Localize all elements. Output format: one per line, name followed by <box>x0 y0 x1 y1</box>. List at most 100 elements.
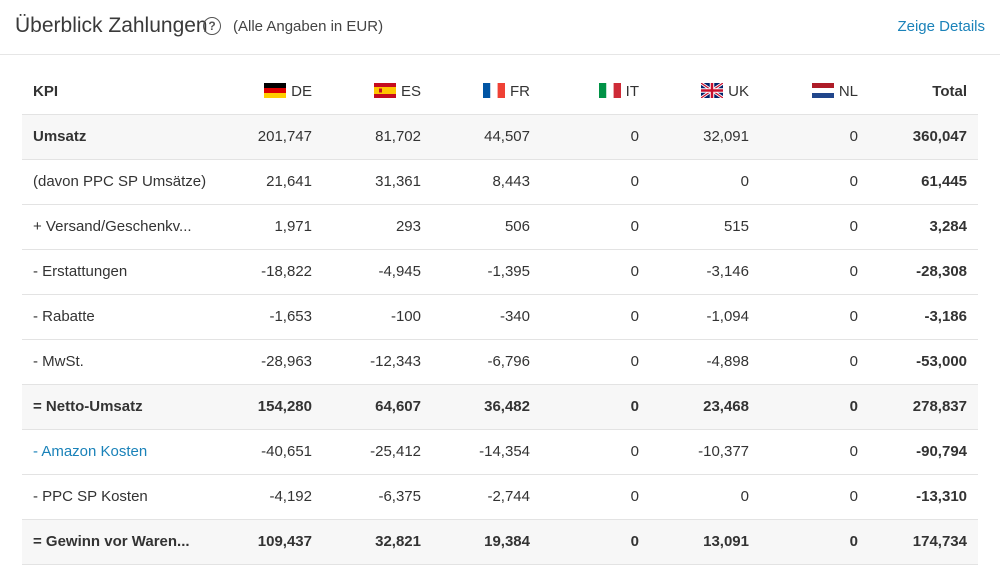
value-es: 81,702 <box>375 128 421 145</box>
value-total: 61,445 <box>921 173 967 190</box>
page-title: Überblick Zahlungen <box>15 14 208 37</box>
value-total: 360,047 <box>912 128 967 145</box>
value-total: -53,000 <box>916 353 967 370</box>
row-label: Umsatz <box>33 128 87 145</box>
value-es: -25,412 <box>370 443 421 460</box>
value-nl: 0 <box>849 488 858 505</box>
value-de: 21,641 <box>266 173 312 190</box>
value-uk: 515 <box>723 218 749 235</box>
table-row: = Gewinn vor Waren... 109,437 32,821 19,… <box>22 520 978 565</box>
value-it: 0 <box>630 443 639 460</box>
value-fr: 8,443 <box>492 173 530 190</box>
value-de: -40,651 <box>261 443 312 460</box>
value-it: 0 <box>630 308 639 325</box>
value-de: 154,280 <box>257 398 312 415</box>
column-header-uk: UK <box>701 70 749 114</box>
value-it: 0 <box>630 398 639 415</box>
value-es: -12,343 <box>370 353 421 370</box>
value-total: -3,186 <box>924 308 967 325</box>
value-de: -4,192 <box>269 488 312 505</box>
value-de: 201,747 <box>257 128 312 145</box>
value-de: -28,963 <box>261 353 312 370</box>
row-label: - MwSt. <box>33 353 84 370</box>
value-uk: -10,377 <box>698 443 749 460</box>
value-fr: 506 <box>504 218 530 235</box>
value-de: 1,971 <box>274 218 312 235</box>
column-header-kpi: KPI <box>33 83 59 100</box>
value-uk: -4,898 <box>706 353 749 370</box>
flag-de-icon <box>264 83 287 98</box>
value-nl: 0 <box>849 533 858 550</box>
value-nl: 0 <box>849 263 858 280</box>
value-fr: -340 <box>499 308 530 325</box>
column-header-total: Total <box>932 83 967 100</box>
table-row: Umsatz 201,747 81,702 44,507 0 32,091 0 … <box>22 115 978 160</box>
value-it: 0 <box>630 353 639 370</box>
value-total: -28,308 <box>916 263 967 280</box>
help-icon[interactable]: ? <box>203 17 221 35</box>
value-total: 174,734 <box>912 533 967 550</box>
page-header: Überblick Zahlungen ? (Alle Angaben in E… <box>0 0 1000 55</box>
value-es: 64,607 <box>375 398 421 415</box>
value-total: -90,794 <box>916 443 967 460</box>
column-header-fr: FR <box>483 70 530 114</box>
show-details-link[interactable]: Zeige Details <box>897 18 985 35</box>
column-header-it: IT <box>598 70 639 114</box>
currency-note: (Alle Angaben in EUR) <box>233 18 384 35</box>
value-fr: 19,384 <box>484 533 530 550</box>
value-uk: 0 <box>740 488 749 505</box>
value-uk: -1,094 <box>706 308 749 325</box>
table-row: - PPC SP Kosten -4,192 -6,375 -2,744 0 0… <box>22 475 978 520</box>
value-fr: -2,744 <box>487 488 530 505</box>
value-it: 0 <box>630 533 639 550</box>
value-uk: 13,091 <box>703 533 749 550</box>
table-row: + Versand/Geschenkv... 1,971 293 506 0 5… <box>22 205 978 250</box>
column-header-es: ES <box>373 70 421 114</box>
table-header-row: KPI DE ES FR IT UK NL Total <box>22 70 978 115</box>
value-es: 293 <box>395 218 421 235</box>
value-it: 0 <box>630 173 639 190</box>
value-fr: -1,395 <box>487 263 530 280</box>
column-header-es-label: ES <box>400 83 421 100</box>
value-nl: 0 <box>849 128 858 145</box>
value-de: 109,437 <box>257 533 312 550</box>
value-it: 0 <box>630 263 639 280</box>
value-uk: 0 <box>740 173 749 190</box>
table-row: - Rabatte -1,653 -100 -340 0 -1,094 0 -3… <box>22 295 978 340</box>
table-row: - Erstattungen -18,822 -4,945 -1,395 0 -… <box>22 250 978 295</box>
value-fr: -6,796 <box>487 353 530 370</box>
value-es: -100 <box>390 308 421 325</box>
value-fr: -14,354 <box>479 443 530 460</box>
value-es: -4,945 <box>378 263 421 280</box>
value-uk: 23,468 <box>703 398 749 415</box>
value-de: -1,653 <box>269 308 312 325</box>
value-it: 0 <box>630 218 639 235</box>
row-label: - PPC SP Kosten <box>33 488 148 505</box>
column-header-fr-label: FR <box>510 83 530 100</box>
table-row: (davon PPC SP Umsätze) 21,641 31,361 8,4… <box>22 160 978 205</box>
column-header-nl-label: NL <box>838 83 858 100</box>
row-label: - Rabatte <box>33 308 95 325</box>
value-it: 0 <box>630 488 639 505</box>
row-label: + Versand/Geschenkv... <box>33 218 192 235</box>
value-total: -13,310 <box>916 488 967 505</box>
value-fr: 36,482 <box>484 398 530 415</box>
column-header-uk-label: UK <box>728 83 749 100</box>
flag-fr-icon <box>483 83 505 98</box>
column-header-de: DE <box>264 70 312 114</box>
row-label: = Netto-Umsatz <box>33 398 143 415</box>
amazon-costs-link[interactable]: - Amazon Kosten <box>33 443 148 460</box>
column-header-it-label: IT <box>625 83 639 100</box>
value-es: 32,821 <box>375 533 421 550</box>
flag-it-icon <box>598 83 621 98</box>
value-es: -6,375 <box>378 488 421 505</box>
value-total: 278,837 <box>912 398 967 415</box>
value-nl: 0 <box>849 353 858 370</box>
payments-table: KPI DE ES FR IT UK NL Total Umsatz 201,7… <box>22 70 978 565</box>
table-row: - Amazon Kosten -40,651 -25,412 -14,354 … <box>22 430 978 475</box>
value-nl: 0 <box>849 443 858 460</box>
column-header-nl: NL <box>811 70 858 114</box>
row-label: (davon PPC SP Umsätze) <box>33 173 207 190</box>
value-de: -18,822 <box>261 263 312 280</box>
value-nl: 0 <box>849 398 858 415</box>
